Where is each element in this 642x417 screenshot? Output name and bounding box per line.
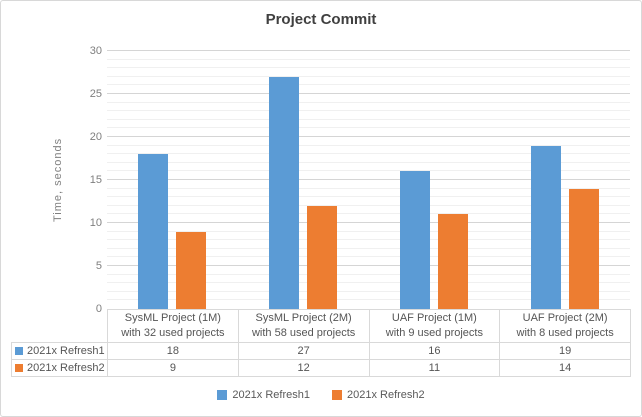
bar-group	[369, 51, 500, 309]
gridline-minor	[107, 256, 630, 258]
gridline-minor	[107, 84, 630, 86]
category-header-line2: with 9 used projects	[385, 327, 483, 339]
series-key-label: 2021x Refresh1	[27, 345, 105, 357]
bar-groups	[107, 51, 630, 309]
legend-label: 2021x Refresh2	[347, 389, 425, 401]
value-cell: 14	[499, 359, 631, 377]
gridline-major	[107, 93, 630, 94]
y-tick-label: 25	[89, 88, 102, 100]
value-cell: 12	[237, 359, 370, 377]
legend-swatch-icon	[217, 390, 228, 400]
gridline-minor	[107, 101, 630, 103]
value-cell: 16	[368, 342, 501, 360]
category-header-cell: UAF Project (2M) with 8 used projects	[499, 309, 631, 343]
gridline-minor	[107, 282, 630, 284]
table-series-row: 2021x Refresh2 9 12 11 14	[11, 359, 631, 377]
value-cell: 27	[237, 342, 370, 360]
gridline-minor	[107, 144, 630, 146]
legend-item: 2021x Refresh1	[217, 389, 310, 401]
gridline-minor	[107, 110, 630, 112]
gridline-minor	[107, 170, 630, 172]
legend-item: 2021x Refresh2	[332, 389, 425, 401]
gridline-major	[107, 50, 630, 51]
bar-2021x-refresh2	[176, 231, 207, 309]
table-header-row: SysML Project (1M) with 32 used projects S…	[11, 309, 631, 343]
gridline-minor	[107, 58, 630, 60]
gridline-minor	[107, 67, 630, 69]
y-axis-ticks: 0 5 10 15 20 25 30	[1, 45, 102, 315]
gridline-major	[107, 222, 630, 223]
category-header-cell: SysML Project (1M) with 32 used projects	[107, 309, 239, 343]
gridline-minor	[107, 273, 630, 275]
gridline-minor	[107, 118, 630, 120]
y-tick-label: 5	[95, 260, 102, 272]
gridline-minor	[107, 230, 630, 232]
gridline-minor	[107, 127, 630, 129]
value-cell: 18	[107, 342, 239, 360]
gridline-minor	[107, 290, 630, 292]
gridline-minor	[107, 239, 630, 241]
category-header-line1: SysML Project (2M)	[255, 312, 352, 324]
series-swatch-icon	[15, 347, 23, 355]
table-series-row: 2021x Refresh1 18 27 16 19	[11, 342, 631, 360]
bar-2021x-refresh2	[568, 188, 599, 309]
category-header-line1: SysML Project (1M)	[124, 312, 221, 324]
y-tick-label: 0	[95, 303, 102, 315]
bar-2021x-refresh1	[138, 154, 169, 309]
gridline-minor	[107, 247, 630, 249]
legend-label: 2021x Refresh1	[232, 389, 310, 401]
chart-title: Project Commit	[265, 11, 377, 28]
category-header-line1: UAF Project (2M)	[522, 312, 608, 324]
bar-2021x-refresh1	[399, 171, 430, 309]
bar-2021x-refresh1	[269, 76, 300, 309]
gridline-minor	[107, 204, 630, 206]
table-corner-cell	[11, 309, 108, 343]
legend-swatch-icon	[332, 390, 342, 400]
series-key-cell: 2021x Refresh1	[11, 342, 108, 360]
bar-2021x-refresh2	[437, 214, 468, 309]
category-header-line2: with 32 used projects	[121, 327, 225, 339]
y-tick-label: 20	[89, 131, 102, 143]
value-cell: 9	[107, 359, 239, 377]
table-body: 2021x Refresh1 18 27 16 19 2021x Refresh2 9 12 1…	[11, 342, 631, 377]
y-tick-label: 15	[89, 174, 102, 186]
gridline-minor	[107, 213, 630, 215]
data-table: SysML Project (1M) with 32 used projects S…	[11, 309, 631, 377]
series-swatch-icon	[15, 364, 23, 372]
bar-group	[499, 51, 630, 309]
category-header-cell: UAF Project (1M) with 9 used projects	[368, 309, 501, 343]
bar-group	[107, 51, 238, 309]
bar-2021x-refresh1	[530, 145, 561, 309]
category-header-line2: with 58 used projects	[251, 327, 356, 339]
y-tick-label: 30	[89, 45, 102, 57]
bar-group	[238, 51, 369, 309]
gridline-minor	[107, 153, 630, 155]
category-header-cell: SysML Project (2M) with 58 used projects	[237, 309, 370, 343]
category-header-line2: with 8 used projects	[516, 327, 614, 339]
value-cell: 19	[499, 342, 631, 360]
series-key-label: 2021x Refresh2	[27, 362, 105, 374]
value-cell: 11	[368, 359, 501, 377]
y-tick-label: 10	[89, 217, 102, 229]
category-header-line1: UAF Project (1M)	[391, 312, 477, 324]
gridline-major	[107, 179, 630, 180]
gridline-minor	[107, 299, 630, 301]
series-key-cell: 2021x Refresh2	[11, 359, 108, 377]
gridline-minor	[107, 187, 630, 189]
gridline-minor	[107, 196, 630, 198]
gridline-major	[107, 136, 630, 137]
gridline-major	[107, 265, 630, 266]
legend: 2021x Refresh1 2021x Refresh2	[1, 389, 641, 401]
gridline-minor	[107, 161, 630, 163]
bar-2021x-refresh2	[307, 205, 338, 309]
plot-area	[107, 50, 630, 309]
gridline-minor	[107, 75, 630, 77]
